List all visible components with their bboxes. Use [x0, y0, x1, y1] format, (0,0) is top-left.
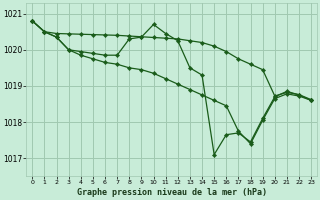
X-axis label: Graphe pression niveau de la mer (hPa): Graphe pression niveau de la mer (hPa)	[77, 188, 267, 197]
